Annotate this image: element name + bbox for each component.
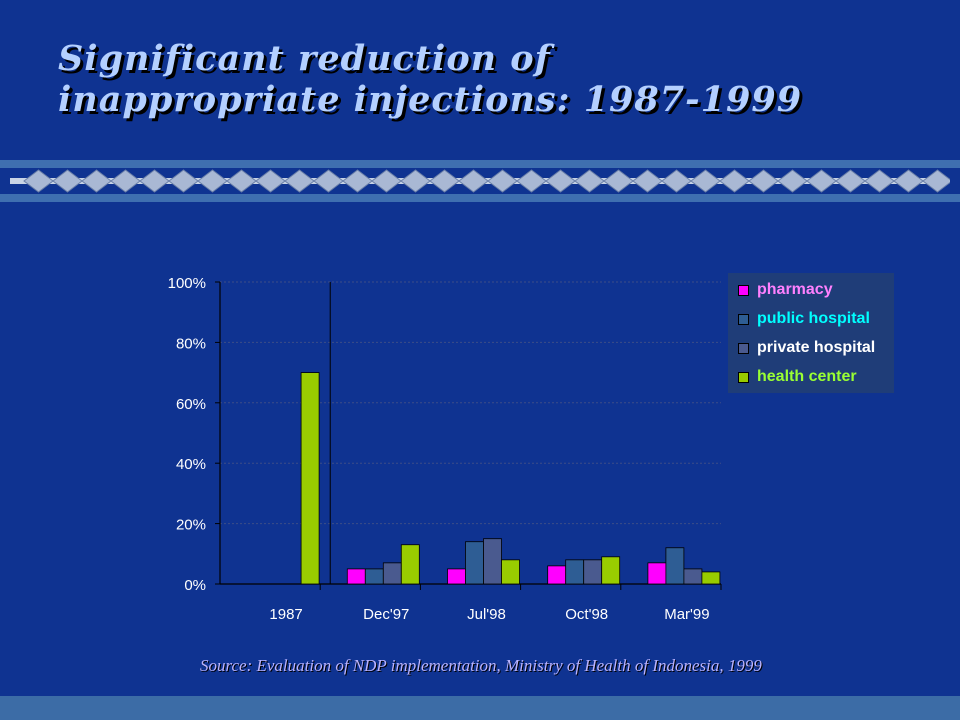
legend-item-private-hospital: private hospital <box>738 338 875 358</box>
legend-swatch <box>738 284 749 296</box>
bar <box>300 372 320 585</box>
bar <box>683 568 703 585</box>
source-note: Source: Evaluation of NDP implementation… <box>200 656 762 675</box>
x-tick-label: Dec'97 <box>363 606 409 623</box>
legend-item-pharmacy: pharmacy <box>738 280 833 300</box>
divider-band-bottom <box>0 194 960 202</box>
bar <box>447 568 466 585</box>
bar <box>665 547 685 585</box>
legend-label: health center <box>757 368 857 385</box>
decorative-diamond-chain <box>10 169 950 193</box>
bar <box>483 538 502 585</box>
y-tick-label: 100% <box>168 275 206 292</box>
slide-title: Significant reduction of inappropriate i… <box>58 38 878 120</box>
legend-swatch <box>738 313 749 325</box>
legend-swatch <box>738 342 749 354</box>
legend-item-health-center: health center <box>738 367 857 387</box>
bar <box>465 541 484 585</box>
bar <box>701 571 721 585</box>
bar <box>501 559 520 585</box>
bar <box>583 559 603 585</box>
x-tick-label: Mar'99 <box>664 606 709 623</box>
chain-diamond <box>922 169 950 193</box>
footer-bar <box>0 696 960 720</box>
divider-band-top <box>0 160 960 168</box>
bar <box>364 568 384 585</box>
bar <box>647 562 667 585</box>
title-line-2: inappropriate injections: 1987-1999 <box>58 79 803 120</box>
x-tick-label: 1987 <box>269 606 302 623</box>
y-tick-label: 40% <box>176 456 206 473</box>
bar <box>346 568 366 585</box>
bar <box>601 556 621 585</box>
bar <box>400 544 420 585</box>
y-tick-label: 20% <box>176 517 206 534</box>
bar <box>547 565 567 585</box>
y-tick-label: 60% <box>176 396 206 413</box>
legend-label: pharmacy <box>757 281 833 298</box>
legend-swatch <box>738 371 749 383</box>
legend-label: private hospital <box>757 339 876 356</box>
chart-legend: pharmacy public hospital private hospita… <box>728 273 894 393</box>
bar <box>565 559 585 585</box>
legend-item-public-hospital: public hospital <box>738 309 870 329</box>
bar <box>382 562 402 585</box>
x-tick-label: Jul'98 <box>467 606 506 623</box>
x-tick-label: Oct'98 <box>565 606 608 623</box>
legend-label: public hospital <box>757 310 870 327</box>
title-line-1: Significant reduction of <box>58 38 551 79</box>
y-tick-label: 0% <box>184 577 206 594</box>
y-tick-label: 80% <box>176 335 206 352</box>
